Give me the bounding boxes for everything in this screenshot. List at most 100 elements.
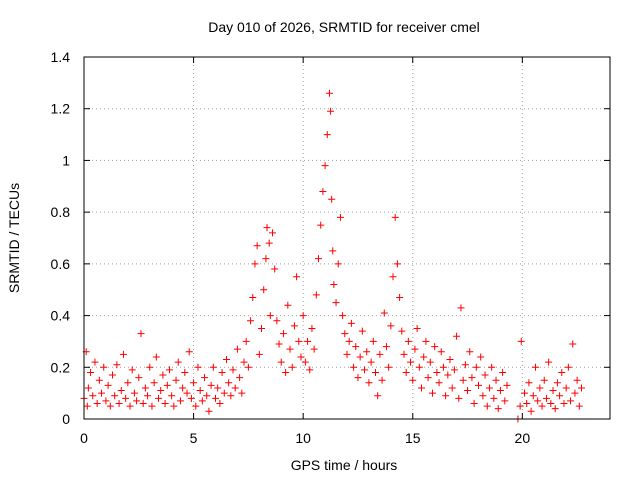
chart-title: Day 010 of 2026, SRMTID for receiver cme…	[208, 19, 480, 35]
data-point	[161, 399, 169, 407]
data-point	[402, 368, 410, 376]
data-point	[150, 379, 158, 387]
grid	[84, 57, 610, 419]
data-point	[242, 337, 250, 345]
data-point	[98, 389, 106, 397]
data-point	[499, 368, 507, 376]
data-point	[492, 376, 500, 384]
data-point	[321, 162, 329, 170]
data-point	[201, 374, 209, 382]
data-point	[290, 322, 298, 330]
data-point	[483, 402, 491, 410]
data-point	[253, 242, 261, 250]
data-point	[545, 358, 553, 366]
data-point	[295, 337, 303, 345]
data-point	[330, 281, 338, 289]
data-point	[418, 384, 426, 392]
y-tick-label: 1	[62, 152, 70, 168]
data-point	[306, 366, 314, 374]
data-point	[240, 358, 248, 366]
data-point	[444, 371, 452, 379]
data-point	[411, 345, 419, 353]
data-point	[95, 376, 103, 384]
data-point	[558, 368, 566, 376]
data-point	[407, 358, 415, 366]
x-tick-label: 10	[295, 430, 311, 446]
data-point	[233, 345, 241, 353]
data-point	[415, 363, 423, 371]
data-point	[128, 366, 136, 374]
data-point	[282, 368, 290, 376]
data-point	[435, 379, 443, 387]
x-tick-label: 15	[405, 430, 421, 446]
data-point	[93, 399, 101, 407]
data-point	[352, 343, 360, 351]
data-point	[529, 392, 537, 400]
data-point	[367, 358, 375, 366]
y-tick-label: 1.4	[51, 49, 71, 65]
data-point	[496, 387, 504, 395]
data-point	[258, 325, 266, 332]
data-point	[174, 358, 182, 366]
data-point	[437, 348, 445, 356]
data-point	[251, 260, 259, 268]
data-point	[448, 384, 456, 392]
data-point	[102, 397, 110, 405]
data-point	[525, 379, 533, 387]
data-point	[422, 337, 430, 345]
data-point	[227, 392, 235, 400]
x-tick-label: 0	[80, 430, 88, 446]
data-point	[84, 384, 92, 392]
data-point	[148, 402, 156, 410]
data-point	[516, 402, 524, 410]
data-point	[297, 353, 305, 361]
data-point	[231, 384, 239, 392]
data-point	[536, 384, 544, 392]
data-point	[428, 389, 436, 397]
data-point	[198, 397, 206, 405]
data-point	[339, 312, 347, 320]
data-point	[275, 340, 283, 348]
data-point	[238, 389, 246, 397]
data-point	[163, 381, 171, 389]
data-point	[207, 381, 215, 389]
data-point	[556, 392, 564, 400]
data-point	[431, 343, 439, 351]
data-point	[578, 384, 586, 392]
data-point	[104, 381, 112, 389]
data-point	[534, 397, 542, 405]
data-point	[560, 399, 568, 407]
data-point	[575, 402, 583, 410]
data-point	[327, 107, 335, 115]
data-point	[328, 195, 336, 203]
data-point	[464, 387, 472, 395]
data-point	[400, 350, 408, 358]
data-point	[358, 327, 366, 335]
data-point	[347, 319, 355, 327]
data-point	[459, 376, 467, 384]
data-point	[214, 384, 222, 392]
data-point	[523, 399, 531, 407]
data-point	[376, 350, 384, 358]
data-point	[155, 394, 163, 402]
data-point	[453, 332, 461, 340]
data-point	[113, 361, 121, 369]
data-point	[343, 350, 351, 358]
data-point	[170, 402, 178, 410]
data-point	[304, 337, 312, 345]
y-tick-label: 0	[62, 411, 70, 427]
data-point	[293, 273, 301, 281]
data-point	[567, 397, 575, 405]
data-point	[308, 325, 316, 332]
data-point	[479, 392, 487, 400]
data-point	[225, 379, 233, 387]
data-point	[341, 330, 349, 338]
data-point	[315, 255, 323, 263]
data-point	[299, 312, 307, 320]
data-point	[209, 363, 217, 371]
data-point	[457, 304, 465, 312]
y-tick-label: 0.4	[51, 308, 71, 324]
data-point	[111, 392, 119, 400]
